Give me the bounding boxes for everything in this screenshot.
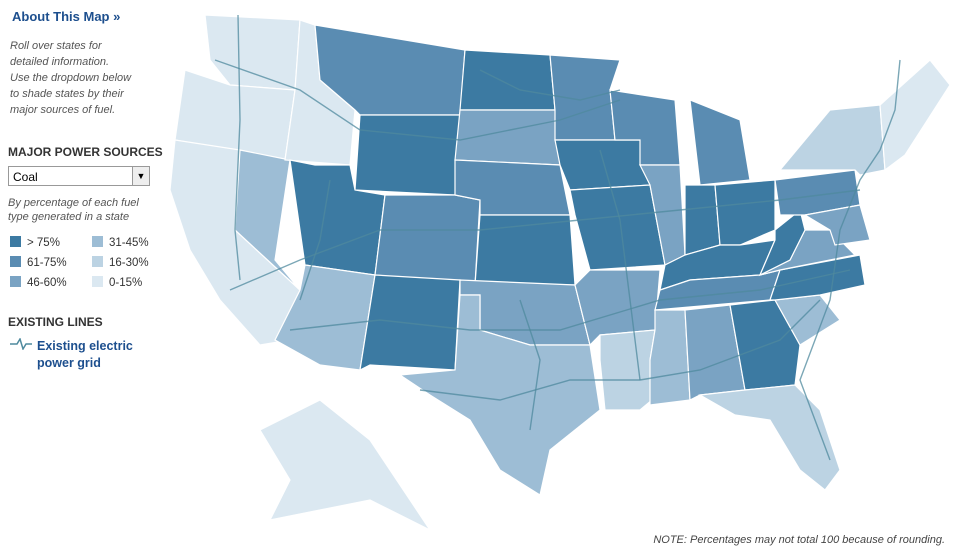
grid-legend-label[interactable]: Existing electric power grid (37, 338, 133, 372)
legend-swatch (10, 236, 21, 247)
state[interactable] (354, 114, 461, 196)
fuel-dropdown[interactable]: Coal ▼ (8, 166, 150, 186)
text-line: power grid (37, 356, 101, 370)
text-line: major sources of fuel. (10, 104, 116, 116)
state[interactable] (459, 49, 556, 111)
legend-label: 61-75% (27, 257, 67, 269)
state[interactable] (549, 54, 621, 141)
grid-line (479, 69, 621, 101)
grid-line (519, 299, 541, 431)
grid-line (299, 179, 331, 301)
dropdown-arrow: ▼ (132, 167, 149, 185)
legend-item: 46-60% (10, 276, 67, 289)
grid-line (289, 269, 851, 331)
text-line: Existing electric (37, 339, 133, 353)
state[interactable] (879, 59, 951, 172)
state[interactable] (698, 384, 841, 491)
grid-line (799, 59, 901, 461)
note: NOTE: Percentages may not total 100 beca… (653, 534, 945, 546)
state[interactable] (554, 139, 651, 191)
legend-item: 61-75% (10, 256, 67, 269)
state[interactable] (689, 99, 751, 186)
legend-swatch (92, 256, 103, 267)
legend-label: 31-45% (109, 237, 149, 249)
dropdown-value: Coal (13, 170, 38, 184)
legend-swatch (92, 236, 103, 247)
legend-item: 0-15% (92, 276, 142, 289)
text-line: type generated in a state (8, 211, 130, 223)
grid-line (214, 59, 621, 141)
legend-item: 16-30% (92, 256, 149, 269)
legend-description: By percentage of each fuel type generated… (8, 196, 139, 224)
section-title: EXISTING LINES (8, 315, 103, 329)
legend-item: 31-45% (92, 236, 149, 249)
section-title: MAJOR POWER SOURCES (8, 145, 163, 159)
legend-label: 46-60% (27, 277, 67, 289)
legend-label: 0-15% (109, 277, 143, 289)
text-line: to shade states by their (10, 88, 124, 100)
legend-swatch (10, 256, 21, 267)
legend-swatch (10, 276, 21, 287)
legend-label: > 75% (27, 237, 60, 249)
text-line: Roll over states for (10, 40, 102, 52)
state[interactable] (569, 184, 666, 271)
legend-item: > 75% (10, 236, 60, 249)
state[interactable] (803, 204, 871, 246)
state[interactable] (398, 294, 601, 496)
state[interactable] (374, 194, 481, 286)
state[interactable] (359, 274, 461, 372)
text-line: detailed information. (10, 56, 110, 68)
grid-line (229, 189, 861, 291)
about-link[interactable]: About This Map » (12, 9, 121, 24)
grid-icon (10, 338, 32, 350)
state[interactable] (684, 184, 721, 256)
states (169, 14, 951, 532)
state[interactable] (778, 104, 886, 176)
intro-text: Roll over states for detailed information… (10, 38, 131, 118)
state[interactable] (204, 14, 301, 91)
grid-line (599, 149, 641, 381)
power-grid (214, 14, 901, 461)
state[interactable] (259, 399, 432, 532)
legend-label: 16-30% (109, 257, 149, 269)
legend-swatch (92, 276, 103, 287)
grid-line (234, 14, 241, 281)
text-line: Use the dropdown below (10, 72, 132, 84)
state[interactable] (649, 309, 691, 406)
state[interactable] (714, 179, 776, 246)
text-line: By percentage of each fuel (8, 197, 139, 209)
